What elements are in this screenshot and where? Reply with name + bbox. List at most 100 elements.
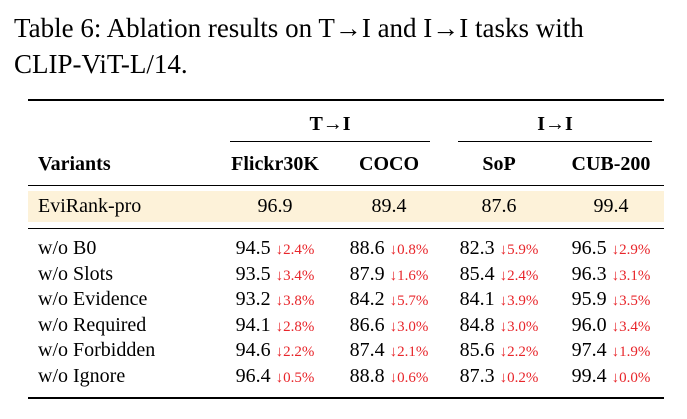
delta-badge: ↓0.0% [611,370,651,386]
cell-coco: 86.6 ↓3.0% [334,312,444,340]
cell-value: 96.3 [571,263,607,285]
delta-badge: ↓1.9% [611,344,651,360]
row-label: w/o B0 [38,237,97,259]
cell-value: 96.0 [571,314,607,336]
cell-sop: 85.4 ↓2.4% [446,261,552,289]
cell-coco: 87.4 ↓2.1% [334,337,444,365]
delta-badge: ↓1.6% [389,268,429,284]
highlight-value-cub200: 99.4 [593,195,629,217]
highlight-row [28,191,664,222]
cell-cub200: 95.9 ↓3.5% [554,286,668,314]
delta-badge: ↓3.4% [275,268,315,284]
cell-sop: 87.3 ↓0.2% [446,363,552,391]
delta-badge: ↓0.6% [389,370,429,386]
cell-flickr30k: 93.2 ↓3.8% [218,286,332,314]
group-header-t2i: T→I [309,113,351,135]
cell-cub200: 99.4 ↓0.0% [554,363,668,391]
column-header-cub200: CUB-200 [571,153,651,175]
row-label: w/o Ignore [38,365,126,387]
cell-flickr30k: 94.5 ↓2.4% [218,235,332,263]
delta-badge: ↓2.2% [275,344,315,360]
cell-coco: 88.8 ↓0.6% [334,363,444,391]
top-rule [28,99,664,101]
delta-badge: ↓2.1% [389,344,429,360]
delta-badge: ↓2.9% [611,242,651,258]
cell-value: 88.6 [349,237,385,259]
cell-flickr30k: 94.6 ↓2.2% [218,337,332,365]
table-caption: Table 6: Ablation results on T→I and I→I… [14,10,684,82]
cell-value: 97.4 [571,339,607,361]
delta-badge: ↓3.4% [611,319,651,335]
cell-sop: 82.3 ↓5.9% [446,235,552,263]
cell-value: 96.4 [235,365,271,387]
cell-cub200: 96.5 ↓2.9% [554,235,668,263]
mid-rule [28,228,664,229]
highlight-value-sop: 87.6 [481,195,517,217]
cell-cub200: 96.3 ↓3.1% [554,261,668,289]
cell-value: 85.4 [459,263,495,285]
delta-badge: ↓3.9% [499,293,539,309]
cmidrule-i2i [458,141,652,142]
caption-line-1: Table 6: Ablation results on T→I and I→I… [14,13,584,43]
cmidrule-t2i [230,141,430,142]
cell-coco: 88.6 ↓0.8% [334,235,444,263]
delta-badge: ↓3.0% [389,319,429,335]
cell-cub200: 96.0 ↓3.4% [554,312,668,340]
cell-value: 94.5 [235,237,271,259]
row-label: w/o Required [38,314,147,336]
highlight-row-label: EviRank-pro [38,195,142,217]
cell-value: 93.5 [235,263,271,285]
delta-badge: ↓2.8% [275,319,315,335]
column-header-flickr30k: Flickr30K [231,153,319,175]
cell-value: 87.9 [349,263,385,285]
cell-flickr30k: 96.4 ↓0.5% [218,363,332,391]
header-rule [28,185,664,186]
cell-value: 94.1 [235,314,271,336]
cell-value: 84.2 [349,288,385,310]
variants-header: Variants [38,153,111,175]
row-label: w/o Forbidden [38,339,156,361]
highlight-value-flickr30k: 96.9 [257,195,293,217]
cell-sop: 84.1 ↓3.9% [446,286,552,314]
cell-value: 84.8 [459,314,495,336]
cell-value: 93.2 [235,288,271,310]
delta-badge: ↓0.8% [389,242,429,258]
cell-sop: 85.6 ↓2.2% [446,337,552,365]
cell-coco: 84.2 ↓5.7% [334,286,444,314]
column-header-coco: COCO [359,153,419,175]
delta-badge: ↓3.1% [611,268,651,284]
cell-value: 99.4 [571,365,607,387]
delta-badge: ↓2.2% [499,344,539,360]
cell-value: 86.6 [349,314,385,336]
bottom-rule [28,397,664,399]
cell-flickr30k: 93.5 ↓3.4% [218,261,332,289]
delta-badge: ↓3.5% [611,293,651,309]
cell-value: 87.3 [459,365,495,387]
caption-line-2: CLIP-ViT-L/14. [14,49,188,79]
highlight-value-coco: 89.4 [371,195,407,217]
cell-value: 82.3 [459,237,495,259]
cell-cub200: 97.4 ↓1.9% [554,337,668,365]
delta-badge: ↓5.7% [389,293,429,309]
delta-badge: ↓3.0% [499,319,539,335]
cell-value: 88.8 [349,365,385,387]
cell-flickr30k: 94.1 ↓2.8% [218,312,332,340]
delta-badge: ↓0.5% [275,370,315,386]
delta-badge: ↓5.9% [499,242,539,258]
cell-value: 84.1 [459,288,495,310]
delta-badge: ↓0.2% [499,370,539,386]
cell-value: 96.5 [571,237,607,259]
delta-badge: ↓2.4% [499,268,539,284]
delta-badge: ↓3.8% [275,293,315,309]
row-label: w/o Slots [38,263,114,285]
cell-sop: 84.8 ↓3.0% [446,312,552,340]
cell-value: 94.6 [235,339,271,361]
cell-value: 95.9 [571,288,607,310]
column-header-sop: SoP [482,153,516,175]
group-header-i2i: I→I [537,113,573,135]
delta-badge: ↓2.4% [275,242,315,258]
row-label: w/o Evidence [38,288,148,310]
cell-value: 87.4 [349,339,385,361]
cell-coco: 87.9 ↓1.6% [334,261,444,289]
cell-value: 85.6 [459,339,495,361]
